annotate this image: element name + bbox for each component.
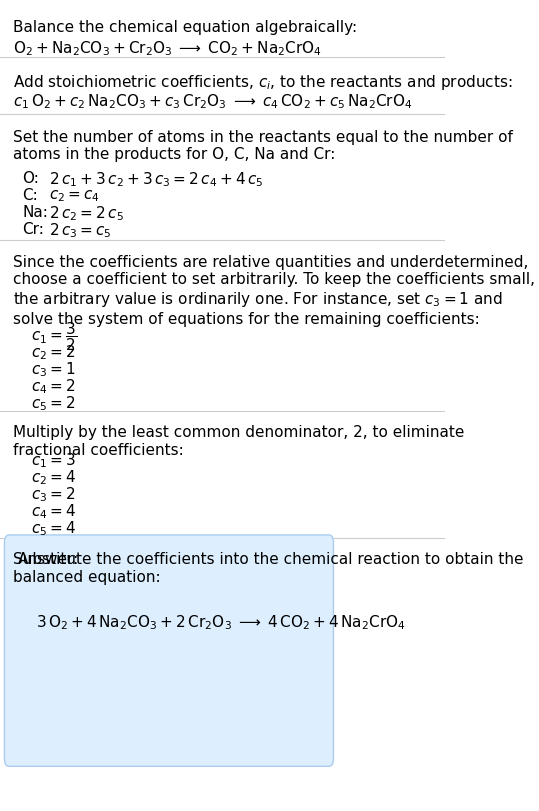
Text: Cr:: Cr: — [22, 221, 44, 236]
Text: O:: O: — [22, 170, 39, 185]
Text: $c_5 = 4$: $c_5 = 4$ — [31, 519, 76, 538]
Text: $2\,c_1 + 3\,c_2 + 3\,c_3 = 2\,c_4 + 4\,c_5$: $2\,c_1 + 3\,c_2 + 3\,c_3 = 2\,c_4 + 4\,… — [49, 170, 264, 189]
Text: $c_2 = 2$: $c_2 = 2$ — [31, 343, 75, 362]
Text: $c_3 = 1$: $c_3 = 1$ — [31, 360, 75, 379]
Text: $c_1 = \dfrac{3}{2}$: $c_1 = \dfrac{3}{2}$ — [31, 320, 77, 352]
Text: $2\,c_2 = 2\,c_5$: $2\,c_2 = 2\,c_5$ — [49, 204, 124, 223]
Text: $c_2 = c_4$: $c_2 = c_4$ — [49, 188, 100, 204]
Text: Substitute the coefficients into the chemical reaction to obtain the balanced eq: Substitute the coefficients into the che… — [13, 551, 524, 584]
FancyBboxPatch shape — [4, 535, 334, 766]
Text: $c_5 = 2$: $c_5 = 2$ — [31, 394, 75, 413]
Text: $c_1\,\mathrm{O_2} + c_2\,\mathrm{Na_2CO_3} + c_3\,\mathrm{Cr_2O_3} \;\longright: $c_1\,\mathrm{O_2} + c_2\,\mathrm{Na_2CO… — [13, 92, 413, 111]
Text: Multiply by the least common denominator, 2, to eliminate fractional coefficient: Multiply by the least common denominator… — [13, 425, 465, 457]
Text: $c_4 = 4$: $c_4 = 4$ — [31, 502, 76, 521]
Text: Since the coefficients are relative quantities and underdetermined, choose a coe: Since the coefficients are relative quan… — [13, 255, 535, 326]
Text: $c_3 = 2$: $c_3 = 2$ — [31, 485, 75, 504]
Text: Add stoichiometric coefficients, $c_i$, to the reactants and products:: Add stoichiometric coefficients, $c_i$, … — [13, 73, 513, 92]
Text: C:: C: — [22, 188, 38, 203]
Text: $2\,c_3 = c_5$: $2\,c_3 = c_5$ — [49, 221, 112, 240]
Text: Na:: Na: — [22, 204, 48, 219]
Text: Balance the chemical equation algebraically:: Balance the chemical equation algebraica… — [13, 20, 357, 35]
Text: $c_4 = 2$: $c_4 = 2$ — [31, 377, 75, 396]
Text: $c_2 = 4$: $c_2 = 4$ — [31, 468, 76, 487]
Text: Answer:: Answer: — [18, 551, 79, 566]
Text: Set the number of atoms in the reactants equal to the number of atoms in the pro: Set the number of atoms in the reactants… — [13, 130, 513, 162]
Text: $c_1 = 3$: $c_1 = 3$ — [31, 451, 76, 470]
Text: $\mathrm{O_2 + Na_2CO_3 + Cr_2O_3 \;\longrightarrow\; CO_2 + Na_2CrO_4}$: $\mathrm{O_2 + Na_2CO_3 + Cr_2O_3 \;\lon… — [13, 39, 322, 58]
Text: $3\,\mathrm{O_2} + 4\,\mathrm{Na_2CO_3} + 2\,\mathrm{Cr_2O_3} \;\longrightarrow\: $3\,\mathrm{O_2} + 4\,\mathrm{Na_2CO_3} … — [36, 612, 405, 631]
